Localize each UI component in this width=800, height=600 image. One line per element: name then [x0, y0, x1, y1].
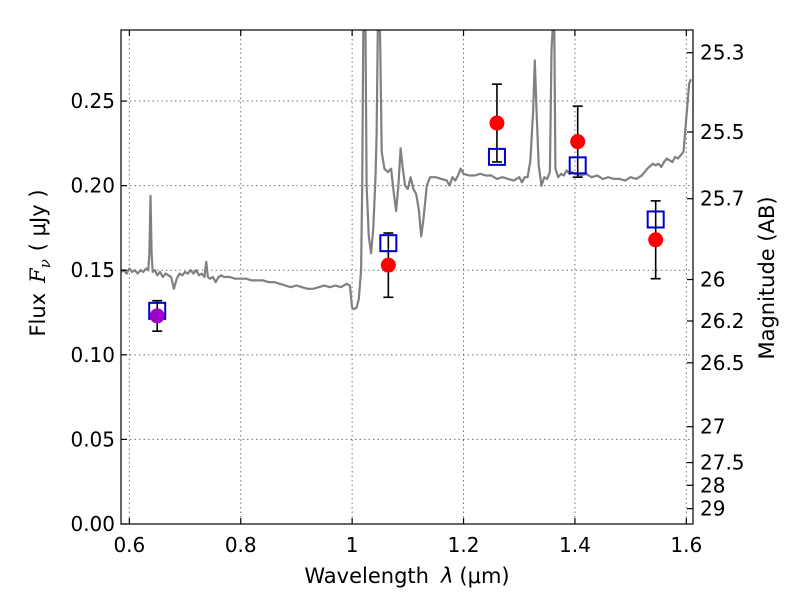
- y-tick-label: 0.00: [70, 512, 115, 536]
- y2-tick-label: 27: [700, 415, 725, 439]
- x-axis-title: Wavelength λ (μm): [304, 564, 509, 588]
- x-tick-label: 1.4: [559, 533, 591, 557]
- model-square-marker: [379, 234, 398, 253]
- y2-tick-label: 26.2: [700, 309, 745, 333]
- model-square-marker: [646, 210, 665, 229]
- observed-point-marker: [570, 134, 586, 150]
- y-tick-label: 0.25: [70, 89, 115, 113]
- y2-tick-label: 28: [700, 473, 725, 497]
- y2-tick-label: 25.5: [700, 120, 745, 144]
- y2-tick-label: 25.3: [700, 41, 745, 65]
- y2-tick-label: 26.5: [700, 351, 745, 375]
- observed-point-marker: [380, 257, 396, 273]
- observed-point-marker: [489, 115, 505, 131]
- spectrum-line: [121, 30, 692, 311]
- y2-tick-label: 27.5: [700, 451, 745, 475]
- x-axis-ticks: 0.6 0.8 1 1.2 1.4 1.6: [113, 30, 702, 557]
- y-tick-label: 0.10: [70, 343, 115, 367]
- x-tick-label: 1: [346, 533, 359, 557]
- y2-tick-label: 25.7: [700, 187, 745, 211]
- y-tick-label: 0.05: [70, 427, 115, 451]
- observed-circles: [149, 115, 664, 324]
- model-square-marker: [568, 156, 587, 175]
- y2-tick-label: 26: [700, 268, 725, 292]
- model-square-marker: [487, 147, 506, 166]
- x-tick-label: 0.6: [113, 533, 145, 557]
- y2-axis-title: Magnitude (AB): [755, 196, 779, 359]
- error-bars: [152, 83, 661, 332]
- y2-tick-label: 29: [700, 497, 725, 521]
- x-tick-label: 1.2: [448, 533, 480, 557]
- y-axis-title: FluxFν( μJy ): [26, 189, 54, 336]
- plot-frame: [120, 29, 694, 525]
- y-axis-ticks: 0.00 0.05 0.10 0.15 0.20 0.25: [70, 89, 127, 536]
- observed-point-marker: [648, 232, 664, 248]
- y-tick-label: 0.15: [70, 258, 115, 282]
- observed-point-marker: [149, 308, 165, 324]
- x-tick-label: 0.8: [225, 533, 257, 557]
- spectrum-layer: [121, 30, 692, 311]
- y-tick-label: 0.20: [70, 174, 115, 198]
- x-tick-label: 1.6: [670, 533, 702, 557]
